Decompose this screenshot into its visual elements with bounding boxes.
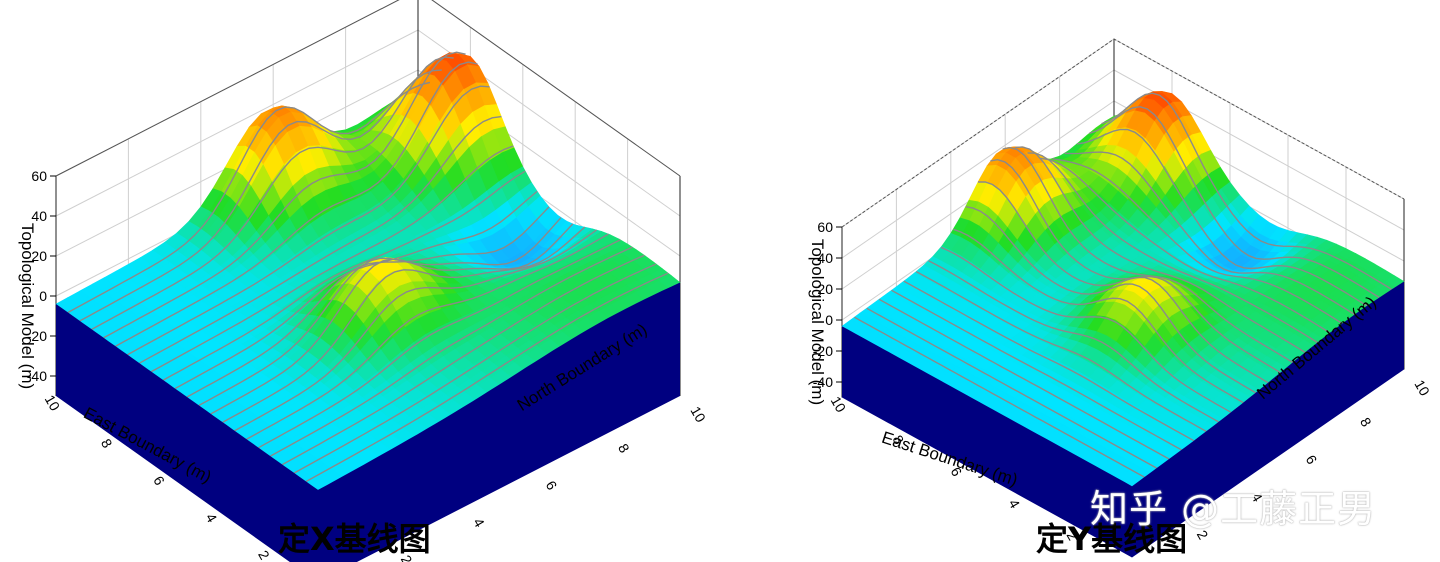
axis-frame-top (55, 0, 681, 177)
y-tick-label: 4 (470, 515, 488, 530)
baseline-line (940, 246, 1232, 413)
baseline-line (1089, 105, 1380, 299)
x-tick-label: 8 (98, 436, 116, 451)
y-tick-label: 8 (615, 441, 633, 456)
baseline-line (1002, 146, 1294, 364)
baseline-line (115, 61, 478, 347)
x-tick-label: 10 (828, 394, 850, 416)
baseline-line (990, 158, 1281, 374)
baseline-line (91, 56, 454, 331)
baseline-line (103, 51, 466, 339)
z-tick-label: 0 (825, 312, 833, 328)
chart-title: 定X基线图 (278, 520, 431, 558)
z-tick-label: 20 (817, 281, 833, 297)
watermark-text: 知乎 @工藤正男 (1090, 487, 1377, 531)
baseline-line (1039, 157, 1331, 334)
z-tick-label: 40 (817, 250, 833, 266)
front-wall-north (1132, 281, 1404, 558)
front-wall-east (56, 304, 318, 562)
baseline-line (79, 69, 442, 322)
baseline-line (928, 260, 1219, 423)
z-axis-label: Topological Model (m) (18, 223, 37, 389)
chart-title: 定Y基线图 (1036, 520, 1188, 558)
baseline-line (854, 316, 1145, 478)
x-tick-label: 4 (203, 510, 221, 525)
baseline-lines (854, 92, 1392, 478)
z-axis-label: Topological Model (m) (808, 239, 827, 405)
y-tick-label: 6 (543, 478, 561, 493)
baseline-line (186, 206, 550, 398)
x-tick-label: 4 (1006, 496, 1024, 511)
chart-3d-surface-x-baseline: 60 40 20 0 -20 -40 2 4 6 8 10 2 4 6 8 10 Topological Mod… (18, 0, 709, 562)
baseline-line (978, 181, 1269, 384)
baseline-line (915, 270, 1207, 433)
x-tick-label: 6 (150, 473, 168, 488)
z-tick-label: 20 (31, 248, 47, 264)
baseline-line (198, 217, 562, 407)
surface-base-walls (842, 281, 1404, 558)
baseline-line (139, 115, 502, 364)
baseline-line (234, 229, 598, 432)
z-tick-label: -20 (27, 328, 47, 344)
baseline-line (1027, 152, 1318, 344)
x-tick-label: 10 (42, 392, 64, 414)
baseline-line (1052, 158, 1343, 325)
baseline-line (293, 263, 657, 474)
baseline-line (258, 239, 621, 449)
z-tick-label: 60 (817, 219, 833, 235)
z-tick-label: -20 (813, 343, 833, 359)
y-tick-label: 8 (1357, 415, 1375, 430)
baseline-line (162, 170, 526, 381)
z-gridline (841, 69, 1115, 259)
surface-mesh (841, 91, 1405, 487)
baseline-line (67, 81, 431, 314)
z-tick-label: 0 (39, 288, 47, 304)
baseline-line (1015, 146, 1306, 353)
baseline-line (305, 272, 669, 483)
x-tick-label: 2 (255, 548, 273, 562)
baseline-line (281, 254, 645, 466)
front-wall-east (842, 326, 1132, 558)
baseline-line (878, 298, 1170, 460)
baseline-line (1101, 92, 1392, 290)
y-tick-label: 6 (1303, 452, 1321, 467)
baseline-line (866, 307, 1158, 469)
z-tick-label: -40 (813, 374, 833, 390)
front-wall-north (318, 282, 680, 562)
y-tick-label: 2 (398, 552, 416, 562)
surface-mesh (55, 52, 681, 491)
baseline-line (174, 190, 538, 390)
z-gridline (55, 29, 419, 217)
baseline-line (270, 246, 633, 457)
z-tick-label: 60 (31, 168, 47, 184)
baseline-line (127, 85, 490, 356)
baseline-line (222, 226, 586, 423)
baseline-line (1076, 128, 1368, 307)
y-tick-label: 10 (1411, 377, 1433, 399)
baseline-line (1064, 151, 1355, 316)
baseline-line (246, 233, 609, 440)
surface-cell (308, 476, 331, 491)
baseline-line (891, 289, 1182, 451)
axis-frame-top (841, 38, 1405, 228)
baseline-line (903, 280, 1195, 442)
baseline-lines (67, 51, 669, 483)
chart-panel-x-baseline: 60 40 20 0 -20 -40 2 4 6 8 10 2 4 6 8 10 Topological Mod… (18, 0, 709, 562)
z-tick-label: 40 (31, 208, 47, 224)
z-tick-label: -40 (27, 368, 47, 384)
baseline-line (953, 228, 1244, 404)
chart-panel-y-baseline: 60 40 20 0 -20 -40 2 4 6 8 10 2 4 6 8 10 Topological Mod… (720, 0, 1440, 562)
y-tick-label: 10 (687, 404, 709, 426)
baseline-line (965, 206, 1256, 394)
baseline-line (150, 145, 514, 373)
surface-base-walls (56, 282, 680, 562)
